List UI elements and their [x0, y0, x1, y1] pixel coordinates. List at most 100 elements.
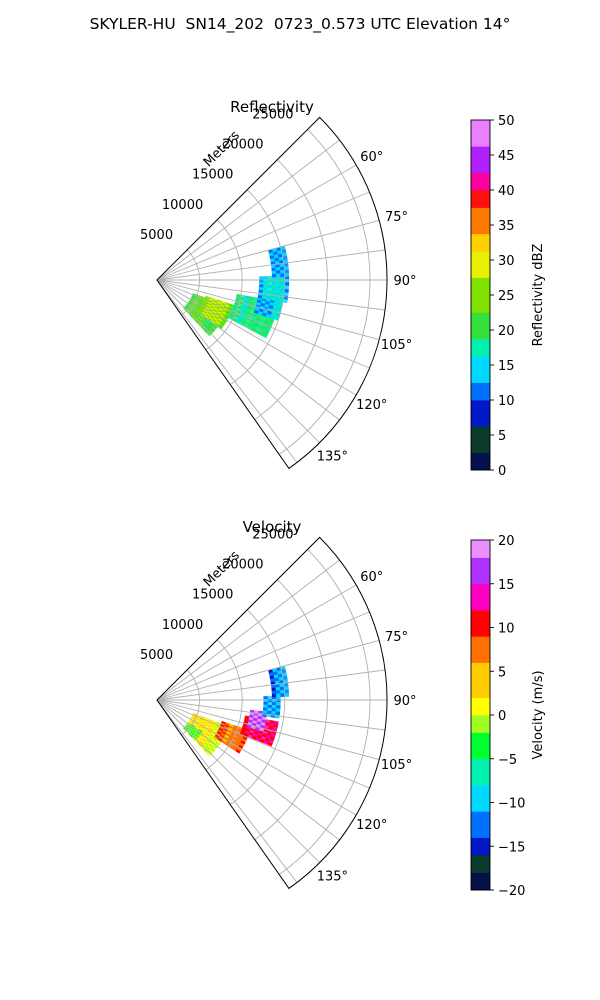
echo-cell [209, 741, 215, 747]
echo-cell [235, 748, 241, 754]
echo-cell [243, 732, 249, 737]
echo-cell [231, 746, 238, 752]
echo-cell [274, 677, 280, 682]
echo-cell [238, 744, 244, 750]
colorbar-tick-label: 0 [498, 709, 506, 724]
echo-cell [216, 310, 222, 315]
echo-cell [272, 671, 279, 676]
echo-cell [200, 745, 205, 751]
echo-cell [253, 322, 259, 328]
echo-cell [283, 262, 289, 267]
echo-cell [257, 324, 263, 329]
echo-cell [189, 306, 195, 310]
echo-cell [200, 725, 205, 730]
echo-cell [222, 309, 228, 314]
echo-cell [194, 726, 200, 731]
colorbar-segment [471, 233, 490, 243]
colorbar-segment [471, 592, 490, 602]
colorbar-segment [471, 295, 490, 305]
echo-cell [249, 714, 254, 719]
echo-cell [258, 289, 264, 294]
echo-cell [215, 321, 221, 326]
echo-cell [279, 683, 285, 688]
azimuth-gridline [156, 559, 340, 701]
echo-cell [271, 278, 277, 283]
echo-cell [205, 746, 211, 751]
echo-cell [275, 267, 281, 271]
echo-cell [222, 738, 228, 743]
echo-cell [280, 285, 285, 290]
echo-cell [234, 732, 240, 737]
echo-cell [263, 704, 268, 708]
colorbar: 0 5 10 15 20 25 30 35 40 45 50 Reflectivity dBZ [470, 114, 546, 479]
echo-cell [273, 720, 279, 725]
echo-cell [199, 320, 205, 325]
echo-cell [228, 744, 234, 749]
echo-cell [269, 719, 275, 725]
echo-cell [271, 288, 277, 292]
echo-cell [275, 683, 281, 688]
echo-cell [242, 735, 248, 741]
colorbar-tick-label: 5 [498, 665, 506, 680]
echo-cell [269, 301, 275, 307]
echo-cell [208, 328, 214, 334]
colorbar-segment [471, 181, 490, 191]
echo-cell [204, 306, 210, 310]
echo-cell [203, 748, 208, 754]
azimuth-gridline [156, 220, 380, 281]
echo-cell [272, 305, 278, 311]
echo-cell [190, 311, 195, 316]
colorbar-segment [471, 540, 490, 550]
echo-cell [191, 723, 197, 728]
echo-cell [264, 303, 270, 309]
echo-cell [250, 327, 257, 333]
echo-cell [189, 727, 194, 731]
echo-cell [196, 737, 202, 742]
echo-cell [256, 299, 262, 304]
echo-cell [276, 306, 282, 312]
echo-cell [267, 284, 273, 289]
colorbar-segment [471, 811, 490, 821]
echo-cell [284, 278, 290, 283]
echo-cell [248, 298, 254, 303]
echo-cell [201, 317, 207, 323]
echo-cell [280, 282, 285, 286]
azimuth-gridline [156, 279, 380, 340]
echo-cell [185, 730, 190, 735]
echo-cell [252, 325, 258, 330]
range-ring [278, 549, 371, 875]
echo-cell [248, 731, 254, 737]
echo-cell [215, 724, 220, 729]
echo-cell [195, 296, 201, 300]
range-tick-label: 25000 [252, 107, 293, 122]
echo-cell [263, 701, 268, 706]
colorbar-segment [471, 750, 490, 760]
colorbar-segment [471, 146, 490, 156]
azimuth-gridline [156, 699, 386, 731]
echo-cell [263, 279, 268, 283]
echo-cell [188, 300, 194, 304]
azimuth-tick-label: 75° [385, 210, 408, 225]
echo-cell [230, 740, 236, 745]
echo-cell [238, 734, 244, 739]
echo-cell [188, 720, 194, 724]
echo-cell [195, 732, 200, 737]
echo-cell [280, 273, 285, 277]
colorbar-segment [471, 776, 490, 786]
echo-cell [263, 281, 268, 286]
echo-cell [268, 725, 274, 731]
colorbar-segment [471, 610, 490, 620]
echo-cell [185, 305, 190, 309]
echo-cell [236, 307, 242, 312]
echo-cell [248, 296, 254, 300]
echo-cell [192, 302, 197, 307]
echo-cell [262, 290, 268, 294]
echo-cell [256, 326, 262, 332]
echo-cell [258, 284, 264, 288]
echo-cell [220, 302, 226, 307]
echo-cell [268, 672, 274, 677]
colorbar-segment [471, 680, 490, 690]
echo-cell [199, 299, 204, 303]
echo-cell [191, 724, 196, 729]
